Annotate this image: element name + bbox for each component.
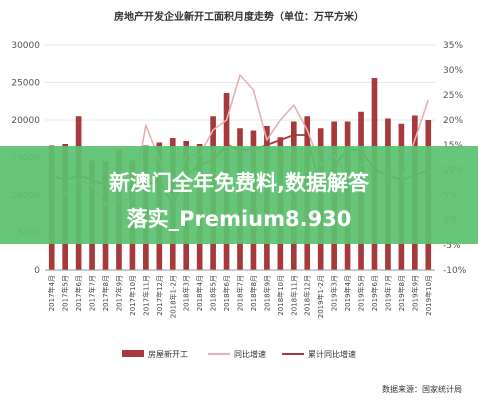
x-tick-label: 2018年5月 [209,275,218,311]
x-tick-label: 2018年4月 [195,275,204,311]
x-tick-label: 2017年8月 [101,275,110,311]
left-tick-label: 30000 [11,41,40,51]
x-tick-label: 2018年12月 [303,275,312,316]
x-tick-label: 2018年1-2月 [168,275,177,318]
chart-legend: 房屋新开工 同比增速 累计同比增速 [122,349,356,359]
x-axis-ticks: 2017年4月 2017年5月 2017年6月 2017年7月 2017年8月 2017年… [45,269,435,318]
x-tick-label: 2018年10月 [276,275,285,316]
right-tick-label: 20% [443,116,463,126]
left-tick-label: 0 [34,266,40,276]
x-tick-label: 2018年9月 [262,275,271,311]
x-tick-label: 2019年7月 [383,275,392,311]
legend-swatch-bar [122,350,144,357]
overlay-banner-line1: 新澳门全年免费料,数据解答 [109,171,370,195]
chart-source: 数据来源：国家统计局 [382,384,462,394]
overlay-banner-line2: 落实_Premium8.930 [127,207,352,231]
x-tick-label: 2017年9月 [114,275,123,311]
x-tick-label: 2019年4月 [343,275,352,311]
legend-label: 累计同比增速 [308,349,356,359]
overlay-banner: 新澳门全年免费料,数据解答 落实_Premium8.930 [0,146,478,244]
legend-label: 房屋新开工 [148,349,188,359]
right-tick-label: 35% [443,41,463,51]
x-tick-label: 2018年3月 [182,275,191,311]
right-tick-label: 30% [443,66,463,76]
x-tick-label: 2017年7月 [88,275,97,311]
legend-label: 同比增速 [234,349,266,359]
x-tick-label: 2017年4月 [47,275,56,311]
x-tick-label: 2018年11月 [289,275,298,316]
right-tick-label: 25% [443,91,463,101]
right-tick-label: -10% [443,266,467,276]
left-tick-label: 20000 [11,116,40,126]
x-tick-label: 2019年10月 [424,275,433,316]
x-tick-label: 2019年5月 [357,275,366,311]
x-tick-label: 2017年5月 [61,275,70,311]
x-tick-label: 2018年6月 [222,275,231,311]
left-tick-label: 25000 [11,79,40,89]
x-tick-label: 2017年12月 [155,275,164,316]
x-tick-label: 2017年11月 [141,275,150,316]
x-tick-label: 2019年3月 [330,275,339,311]
x-tick-label: 2019年1-2月 [316,275,325,318]
right-tick-label: -5% [443,241,461,251]
x-tick-label: 2017年10月 [128,275,137,316]
x-tick-label: 2017年6月 [74,275,83,311]
x-tick-label: 2018年8月 [249,275,258,311]
x-tick-label: 2019年9月 [410,275,419,311]
chart-title: 房地产开发企业新开工面积月度走势（单位：万平方米） [114,10,364,23]
x-tick-label: 2019年8月 [397,275,406,311]
x-tick-label: 2018年7月 [236,275,245,311]
x-tick-label: 2019年6月 [370,275,379,311]
overlay-banner-bg [0,146,478,244]
